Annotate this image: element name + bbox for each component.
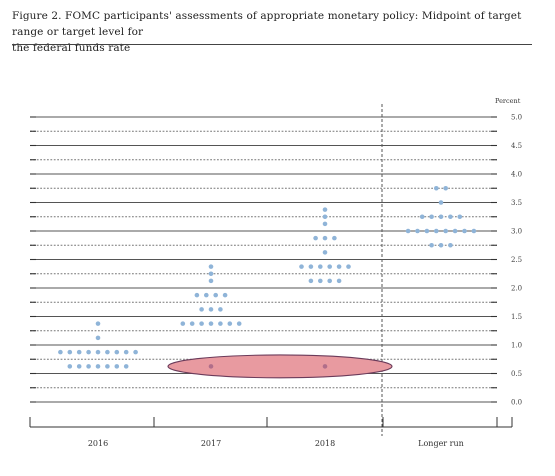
data-point	[434, 185, 439, 191]
data-point	[471, 228, 477, 234]
data-point	[199, 321, 204, 326]
data-point	[204, 292, 209, 298]
data-point	[114, 349, 120, 355]
data-point	[208, 271, 214, 277]
data-point	[218, 321, 223, 326]
data-point	[123, 364, 129, 369]
data-point	[429, 242, 434, 248]
data-point	[227, 321, 233, 326]
data-point	[189, 321, 195, 326]
data-point	[180, 321, 186, 326]
data-point	[322, 250, 328, 255]
data-point	[208, 278, 214, 284]
data-point	[133, 349, 138, 355]
data-point	[434, 228, 439, 234]
data-point	[322, 364, 328, 369]
data-point	[222, 292, 228, 298]
data-point	[95, 321, 101, 326]
data-point	[448, 214, 453, 220]
y-tick-label: 0.0	[511, 399, 522, 407]
data-point	[194, 292, 200, 298]
title-underline	[12, 44, 532, 45]
x-category-label: 2018	[315, 439, 335, 448]
y-tick-label: 4.0	[511, 171, 522, 179]
x-category-label: 2017	[201, 439, 221, 448]
data-point	[415, 228, 420, 234]
data-point	[318, 278, 323, 284]
data-point	[67, 364, 73, 369]
y-tick-label: 3.0	[511, 228, 522, 236]
data-point	[405, 228, 411, 234]
data-point	[105, 364, 110, 369]
data-point	[462, 228, 467, 234]
data-point	[327, 278, 333, 284]
data-point	[322, 235, 328, 241]
data-point	[419, 214, 425, 220]
data-point	[76, 349, 82, 355]
data-point	[86, 364, 91, 369]
data-point	[322, 207, 328, 212]
data-point	[208, 364, 214, 369]
y-tick-label: 5.0	[511, 114, 522, 122]
data-point	[443, 228, 449, 234]
data-point	[346, 264, 351, 269]
data-point	[308, 264, 314, 269]
y-tick-label: 1.0	[511, 342, 522, 350]
data-point	[332, 235, 337, 241]
data-point	[308, 278, 314, 284]
data-point	[429, 214, 434, 220]
data-point	[76, 364, 82, 369]
data-point	[438, 214, 444, 220]
y-tick-label: 4.5	[511, 142, 522, 150]
highlight-ellipse	[167, 354, 393, 379]
data-point	[208, 307, 214, 312]
data-point	[123, 349, 129, 355]
data-point	[208, 321, 214, 326]
y-tick-label: 1.5	[511, 313, 522, 321]
y-tick-label: 2.0	[511, 285, 522, 293]
figure-title-line-2: the federal funds rate	[12, 42, 131, 54]
data-point	[336, 264, 342, 269]
data-point	[336, 278, 342, 284]
figure-title-line-1: Figure 2. FOMC participants' assessments…	[12, 10, 522, 38]
data-point	[327, 264, 333, 269]
y-tick-label: 2.5	[511, 256, 522, 264]
data-point	[318, 264, 323, 269]
data-point	[199, 307, 204, 312]
data-point	[438, 242, 444, 248]
data-point	[86, 349, 91, 355]
data-point	[443, 185, 449, 191]
data-point	[208, 264, 214, 269]
data-point	[95, 349, 101, 355]
x-category-label: Longer run	[418, 439, 464, 448]
data-point	[213, 292, 218, 298]
y-axis-unit-label: Percent	[495, 97, 521, 105]
data-point	[95, 335, 101, 341]
x-category-label: 2016	[88, 439, 108, 448]
data-point	[95, 364, 101, 369]
data-point	[114, 364, 120, 369]
data-point	[452, 228, 458, 234]
data-point	[105, 349, 110, 355]
data-point	[67, 349, 73, 355]
data-point	[457, 214, 463, 220]
data-point	[322, 221, 328, 227]
y-tick-label: 3.5	[511, 199, 522, 207]
y-tick-label: 0.5	[511, 370, 522, 378]
data-point	[58, 349, 63, 355]
data-point	[236, 321, 242, 326]
data-point	[424, 228, 430, 234]
data-point	[313, 235, 318, 241]
data-point	[299, 264, 304, 269]
figure-title: Figure 2. FOMC participants' assessments…	[12, 8, 542, 56]
data-point	[218, 307, 223, 312]
data-point	[322, 214, 328, 220]
data-point	[448, 242, 453, 248]
data-point	[438, 200, 444, 205]
